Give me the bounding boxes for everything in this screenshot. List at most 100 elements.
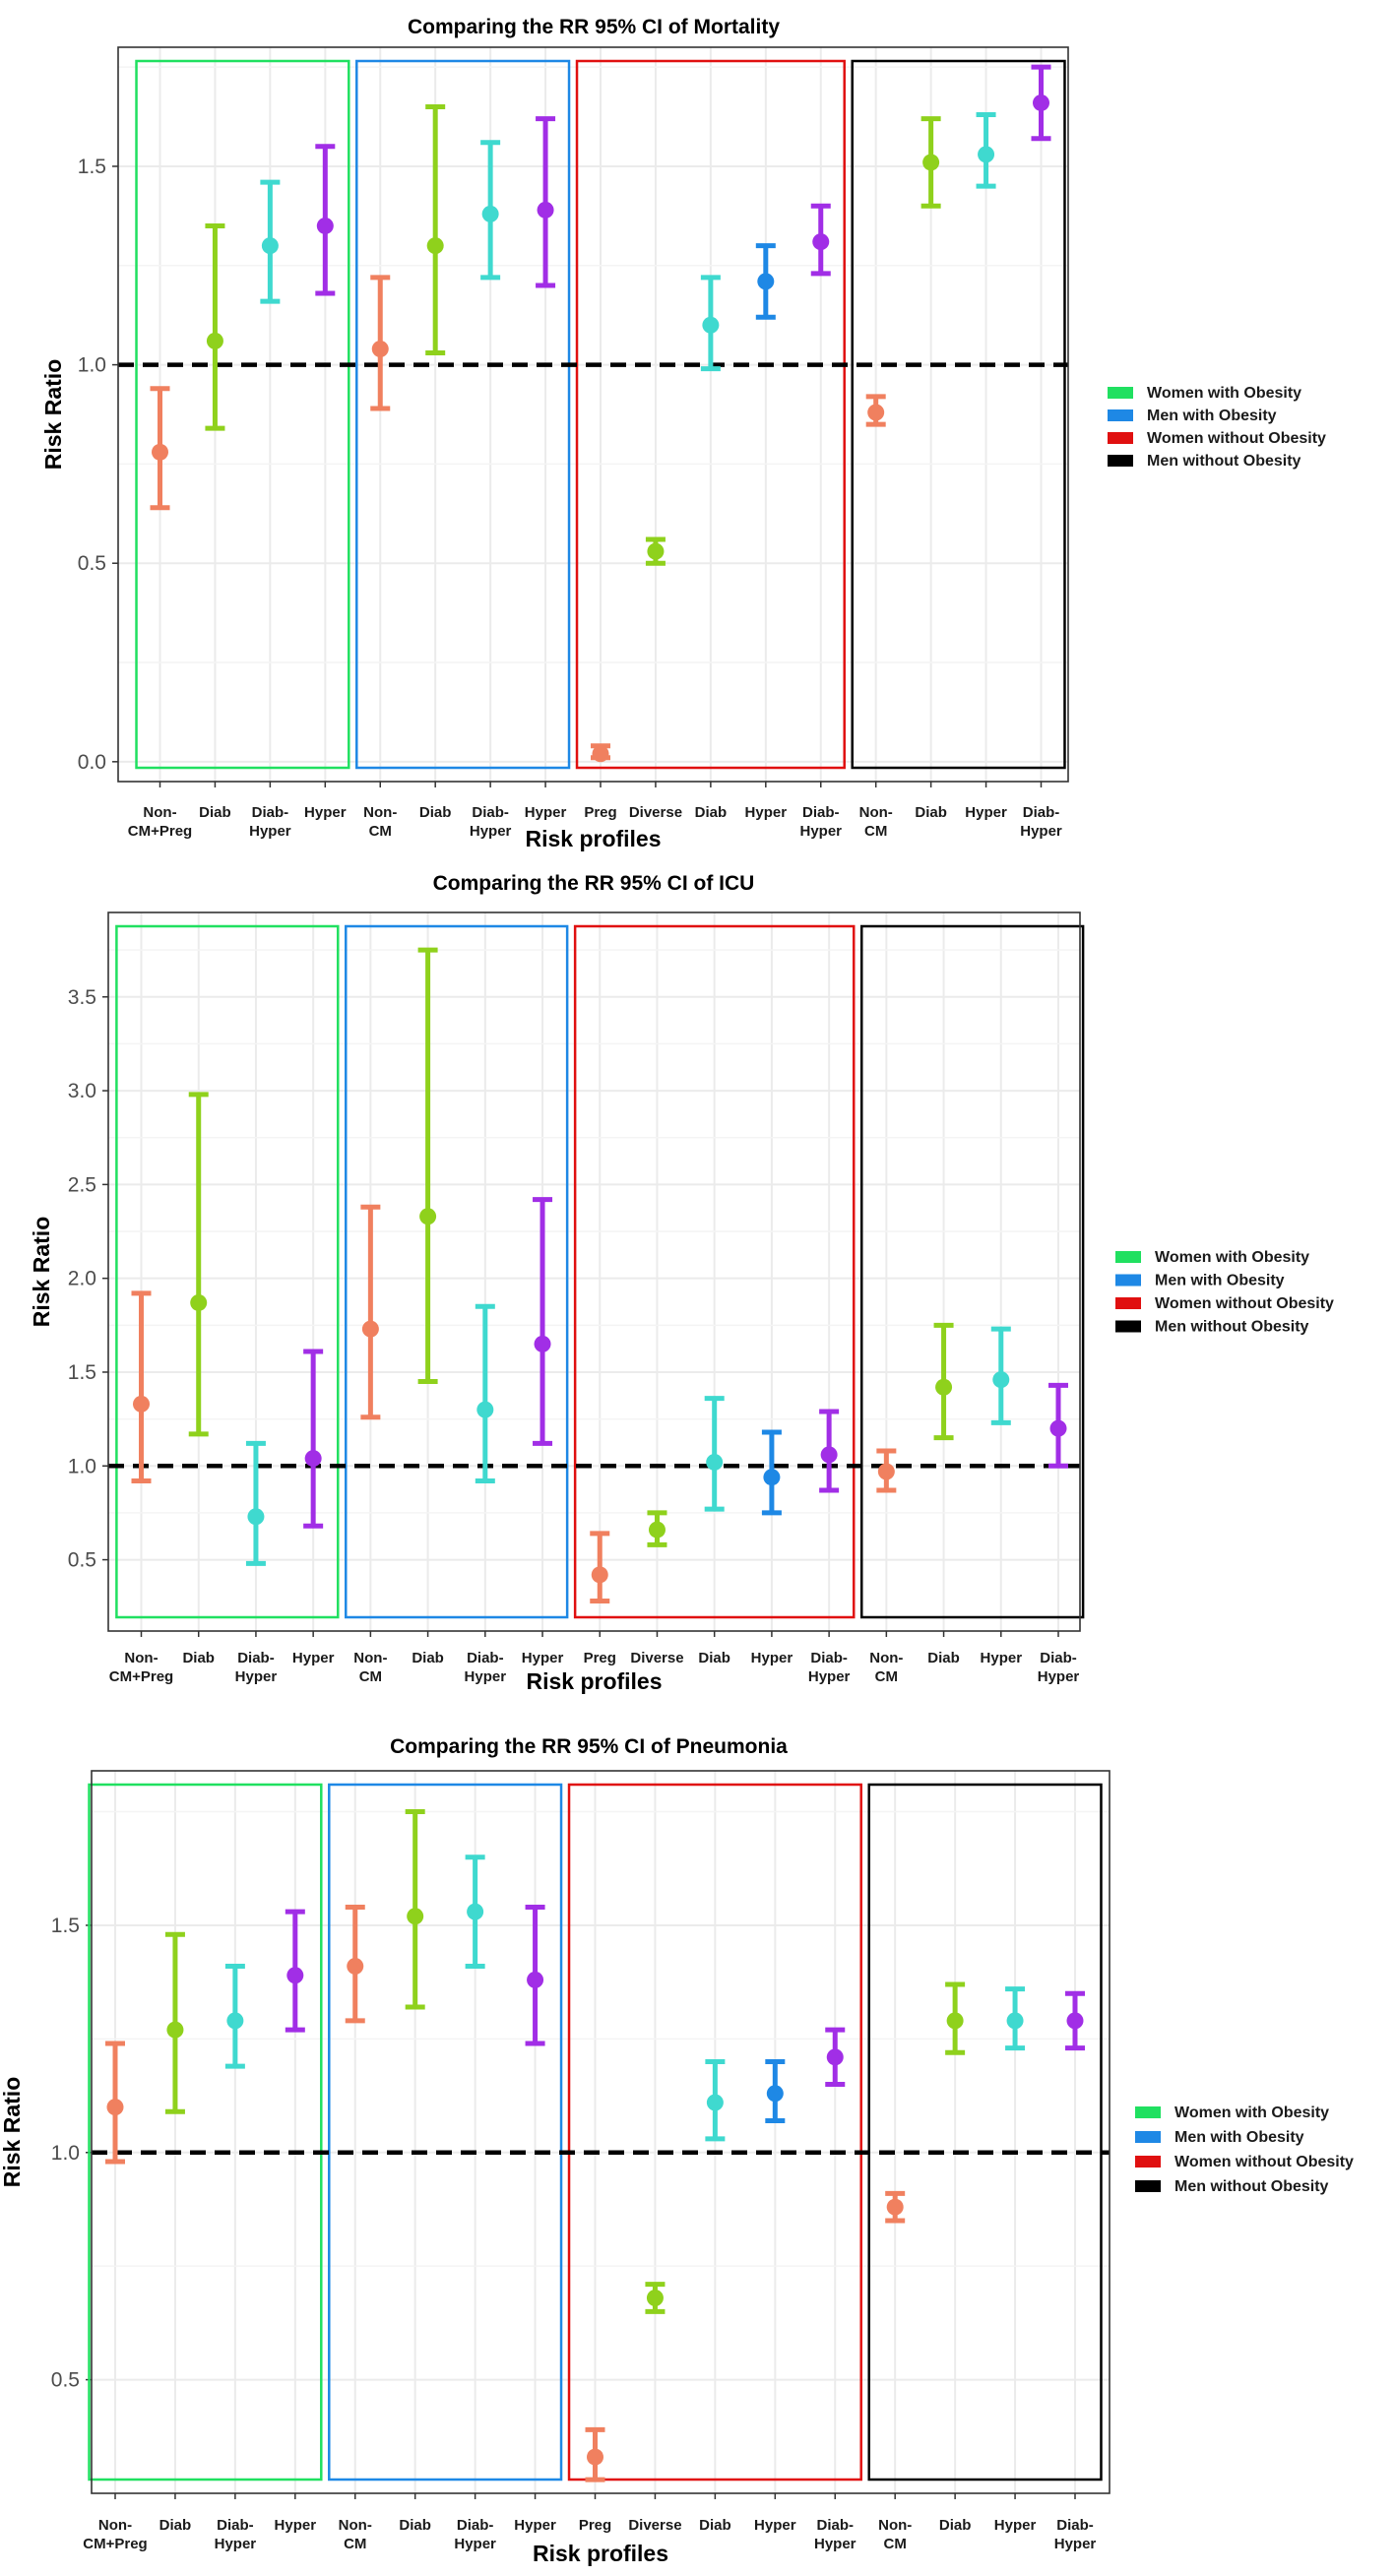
point-estimate bbox=[886, 2198, 904, 2216]
x-tick-label: Diab bbox=[915, 804, 947, 821]
x-tick-line: Hyper bbox=[751, 1650, 793, 1666]
error-bar-5 bbox=[370, 275, 391, 411]
x-tick-line: CM bbox=[884, 2536, 907, 2552]
x-tick-label: Non- CM bbox=[859, 804, 893, 840]
x-tick-line: Diab bbox=[915, 804, 947, 821]
chart-3: Comparing the RR 95% CI of Pneumonia 0.5 1… bbox=[0, 1735, 1354, 2566]
x-tick-label: Hyper bbox=[745, 804, 788, 821]
x-tick-label: Diab bbox=[699, 2517, 731, 2534]
x-tick-label: Preg bbox=[584, 804, 616, 821]
chart-title: Comparing the RR 95% CI of Pneumonia bbox=[390, 1735, 788, 1758]
x-tick-line: Diab- bbox=[237, 1650, 275, 1666]
x-tick-label: Non- CM bbox=[363, 804, 397, 840]
legend-swatch bbox=[1108, 455, 1133, 467]
group-box-2 bbox=[355, 59, 571, 770]
point-estimate bbox=[922, 154, 940, 171]
point-estimate bbox=[757, 273, 775, 290]
x-tick-label: Preg bbox=[584, 1650, 616, 1666]
group-box-4 bbox=[867, 1783, 1103, 2482]
x-tick-line: Hyper bbox=[470, 823, 512, 840]
x-tick-line: Non- bbox=[353, 1650, 387, 1666]
x-tick-label: Diab- Hyper bbox=[454, 2517, 496, 2552]
point-estimate bbox=[304, 1450, 322, 1468]
chart-2: Comparing the RR 95% CI of ICU 0.5 1.0 1.5 2… bbox=[29, 872, 1334, 1694]
x-tick-line: Diab- bbox=[810, 1650, 848, 1666]
point-estimate bbox=[476, 1401, 494, 1418]
legend-swatch bbox=[1115, 1251, 1141, 1263]
point-estimate bbox=[946, 2012, 964, 2030]
error-bar-9 bbox=[585, 2426, 605, 2482]
x-axis-label: Risk profiles bbox=[533, 2541, 668, 2566]
legend: Women with Obesity Men with Obesity Women … bbox=[1108, 385, 1326, 470]
x-tick-label: Hyper bbox=[751, 1650, 793, 1666]
legend-label: Women with Obesity bbox=[1147, 385, 1301, 402]
error-bar-11 bbox=[704, 1396, 725, 1512]
x-tick-line: Diverse bbox=[629, 804, 682, 821]
x-axis-label: Risk profiles bbox=[526, 1668, 662, 1694]
legend-label: Men without Obesity bbox=[1174, 2178, 1329, 2195]
x-tick-line: Diab- bbox=[252, 804, 289, 821]
plot-border bbox=[107, 911, 1081, 1632]
y-tick-label: 0.5 bbox=[68, 1549, 96, 1572]
error-bar-11 bbox=[700, 275, 721, 372]
legend-label: Women without Obesity bbox=[1155, 1295, 1334, 1312]
point-estimate bbox=[1033, 94, 1049, 111]
x-tick-label: Hyper bbox=[522, 1650, 564, 1666]
x-tick-line: Hyper bbox=[808, 1668, 851, 1685]
legend-label: Men without Obesity bbox=[1147, 453, 1301, 470]
error-bar-2 bbox=[164, 1931, 185, 2114]
x-tick-label: Non- CM+Preg bbox=[109, 1650, 173, 1685]
y-tick-label: 1.5 bbox=[51, 1915, 80, 1937]
legend-label: Men without Obesity bbox=[1155, 1319, 1309, 1336]
error-bar-16 bbox=[976, 112, 996, 189]
legend-swatch bbox=[1135, 2180, 1161, 2192]
y-tick-label: 0.0 bbox=[78, 751, 106, 774]
point-estimate bbox=[371, 340, 389, 357]
x-tick-line: CM bbox=[864, 823, 887, 840]
legend-swatch bbox=[1115, 1274, 1141, 1287]
error-bar-6 bbox=[405, 1809, 425, 2010]
legend-label: Men with Obesity bbox=[1174, 2129, 1304, 2146]
x-tick-line: Non- bbox=[363, 804, 397, 821]
x-tick-label: Non- CM bbox=[339, 2517, 372, 2552]
point-estimate bbox=[812, 233, 830, 251]
point-estimate bbox=[820, 1446, 838, 1464]
y-axis-label: Risk Ratio bbox=[29, 1217, 54, 1327]
y-tick-label: 0.5 bbox=[78, 552, 106, 575]
x-tick-line: CM bbox=[875, 1668, 898, 1685]
x-tick-line: Diverse bbox=[628, 2517, 681, 2534]
x-tick-line: Hyper bbox=[304, 804, 347, 821]
x-tick-label: Diab- Hyper bbox=[215, 2517, 257, 2552]
x-tick-line: CM+Preg bbox=[109, 1668, 173, 1685]
x-tick-label: Hyper bbox=[965, 804, 1007, 821]
x-tick-line: Diab bbox=[412, 1650, 444, 1666]
legend-label: Women without Obesity bbox=[1174, 2154, 1354, 2170]
error-bar-17 bbox=[1031, 64, 1051, 142]
point-estimate bbox=[226, 2012, 244, 2030]
y-axis-label: Risk Ratio bbox=[40, 359, 66, 470]
x-tick-label: Non- CM bbox=[869, 1650, 903, 1685]
x-tick-line: Preg bbox=[579, 2517, 611, 2534]
x-tick-label: Diab bbox=[159, 2517, 192, 2534]
point-estimate bbox=[166, 2021, 184, 2039]
x-tick-line: Hyper bbox=[754, 2517, 796, 2534]
point-estimate bbox=[1006, 2012, 1024, 2030]
point-estimate bbox=[648, 1521, 666, 1539]
point-estimate bbox=[106, 2099, 124, 2116]
x-tick-line: Diab- bbox=[467, 1650, 504, 1666]
group-box-1 bbox=[88, 1783, 323, 2482]
error-bar-6 bbox=[417, 947, 438, 1385]
point-estimate bbox=[706, 2094, 724, 2111]
x-tick-line: Non- bbox=[98, 2517, 132, 2534]
x-tick-label: Preg bbox=[579, 2517, 611, 2534]
y-tick-label: 2.0 bbox=[68, 1268, 96, 1290]
x-tick-line: CM bbox=[359, 1668, 382, 1685]
x-tick-line: Hyper bbox=[1020, 823, 1062, 840]
error-bar-4 bbox=[315, 144, 336, 296]
x-tick-line: Diab bbox=[695, 804, 728, 821]
point-estimate bbox=[766, 2085, 784, 2103]
chart-title: Comparing the RR 95% CI of Mortality bbox=[408, 16, 780, 38]
plot-area bbox=[92, 1771, 1110, 2493]
